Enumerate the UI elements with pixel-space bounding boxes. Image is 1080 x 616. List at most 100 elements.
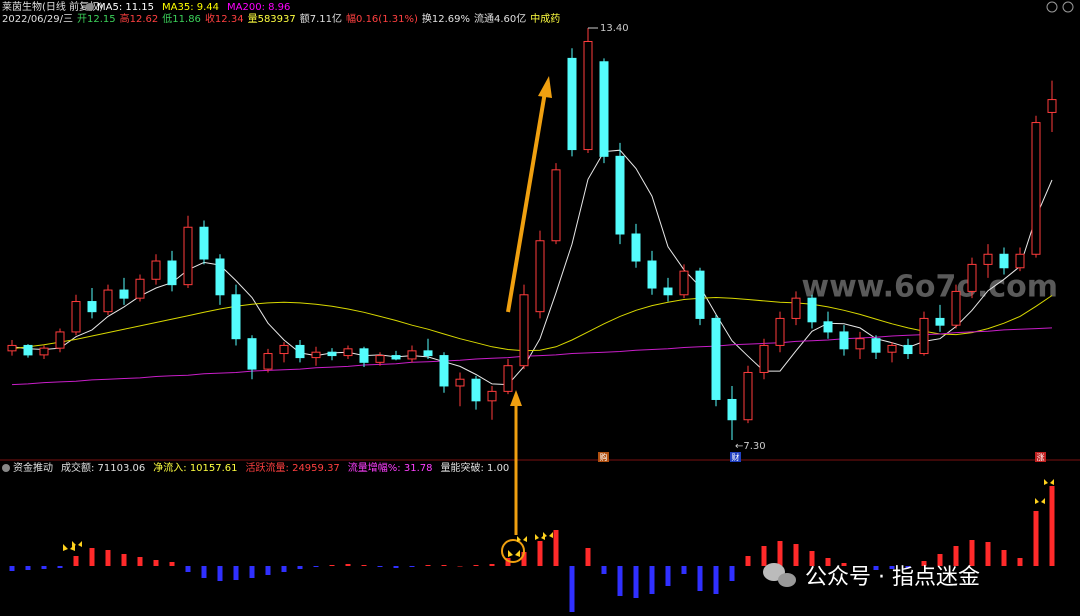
candle-body	[871, 338, 881, 353]
info-item: 流通4.60亿	[474, 12, 526, 25]
arrow-shaft	[506, 91, 547, 313]
candle-body	[7, 344, 17, 352]
butterfly	[517, 536, 527, 542]
info-item: 高12.62	[120, 12, 159, 25]
candle-body	[167, 260, 177, 286]
indicator-bar	[1049, 486, 1055, 566]
candle-body	[39, 347, 49, 356]
candle-body	[183, 226, 193, 286]
indicator-icon[interactable]	[2, 464, 10, 472]
candle-body	[599, 61, 609, 157]
candle-body	[263, 353, 273, 370]
candle-body	[663, 287, 673, 296]
candle-body	[679, 270, 689, 296]
indicator-bar	[537, 541, 543, 566]
indicator-bar	[121, 554, 127, 566]
candle-body	[791, 297, 801, 319]
candle-body	[407, 350, 417, 360]
settings-icon[interactable]	[86, 3, 94, 11]
indicator-bar	[841, 563, 847, 566]
candle-body	[807, 297, 817, 323]
candle-body	[727, 398, 737, 421]
candle-body	[455, 378, 465, 387]
window-button[interactable]	[1046, 1, 1058, 13]
chart-title: 莱茵生物(日线 前复权)	[2, 0, 103, 13]
info-item: 资金推动	[13, 461, 53, 474]
info-item: 流量增幅%: 31.78	[348, 461, 433, 474]
highlight-circle	[501, 539, 525, 563]
butterfly	[72, 541, 82, 547]
indicator-bar	[137, 557, 143, 566]
indicator-bar	[265, 566, 271, 575]
indicator-bar	[889, 566, 895, 569]
indicator-bar	[345, 564, 351, 566]
candle-body	[839, 331, 849, 350]
indicator-bar	[201, 566, 207, 578]
info-item: 量能突破: 1.00	[440, 461, 509, 474]
candle-body	[375, 355, 385, 363]
candle-body	[951, 290, 961, 326]
candle-body	[135, 278, 145, 299]
indicator-bar	[185, 566, 191, 572]
indicator-bar	[441, 565, 447, 566]
candle-body	[743, 371, 753, 421]
candle-body	[887, 344, 897, 353]
watermark: www.6o7o.com	[801, 270, 1058, 305]
info-item: 开12.15	[77, 14, 116, 25]
indicator-bar	[777, 541, 783, 566]
indicator-bar	[329, 565, 335, 566]
candle-body	[1031, 122, 1041, 255]
candle-body	[967, 263, 977, 292]
indicator-bar	[313, 566, 319, 567]
signal-label: 购	[600, 452, 608, 462]
info-item: 幅0.16(1.31%)	[346, 12, 418, 25]
candle-body	[583, 41, 593, 151]
indicator-bar	[713, 566, 719, 594]
butterfly	[63, 544, 75, 551]
info-item: 额7.11亿	[300, 12, 342, 25]
info-item: 低11.86	[162, 12, 201, 25]
indicator-bar	[89, 548, 95, 566]
info-item: 净流入: 10157.61	[153, 461, 237, 474]
candle-body	[343, 348, 353, 357]
icon-bubble	[778, 573, 796, 587]
candle-body	[711, 317, 721, 400]
candle-body	[519, 294, 529, 367]
butterfly-markers	[63, 479, 1054, 557]
candle-body	[391, 355, 401, 360]
candle-body	[151, 260, 161, 280]
candle-body	[119, 289, 129, 299]
indicator-bar	[873, 566, 879, 570]
candle-body	[855, 338, 865, 350]
indicator-bar	[9, 566, 15, 571]
indicator-bar	[489, 564, 495, 566]
info-item: 量583937	[248, 13, 296, 25]
info-item: MA35: 9.44	[162, 2, 219, 13]
candle-body	[1015, 253, 1025, 269]
candle-body	[71, 301, 81, 333]
indicator-bar	[425, 565, 431, 566]
window-button[interactable]	[1062, 1, 1074, 13]
indicator-bar	[729, 566, 735, 581]
brand-icon	[763, 563, 796, 587]
low-label: ←7.30	[735, 441, 766, 452]
signal-box	[598, 452, 609, 462]
candle-body	[87, 301, 97, 313]
indicator-bar	[1033, 511, 1039, 566]
info-item: 收12.34	[205, 12, 244, 25]
indicator-bar	[633, 566, 639, 598]
indicator-header: 资金推动 成交额: 71103.06 净流入: 10157.61 活跃流量: 2495…	[13, 461, 509, 474]
candle-body	[567, 57, 577, 151]
candle-body	[215, 258, 225, 296]
indicator-bar	[969, 540, 975, 566]
candle-body	[423, 350, 433, 357]
indicator-bar	[73, 556, 79, 566]
indicator-bar	[745, 556, 751, 566]
signal-box	[1035, 452, 1046, 462]
info-item: 2022/06/29/三	[2, 14, 73, 25]
candle-body	[983, 253, 993, 265]
indicator-bar	[921, 561, 927, 566]
candle-body	[439, 355, 449, 387]
